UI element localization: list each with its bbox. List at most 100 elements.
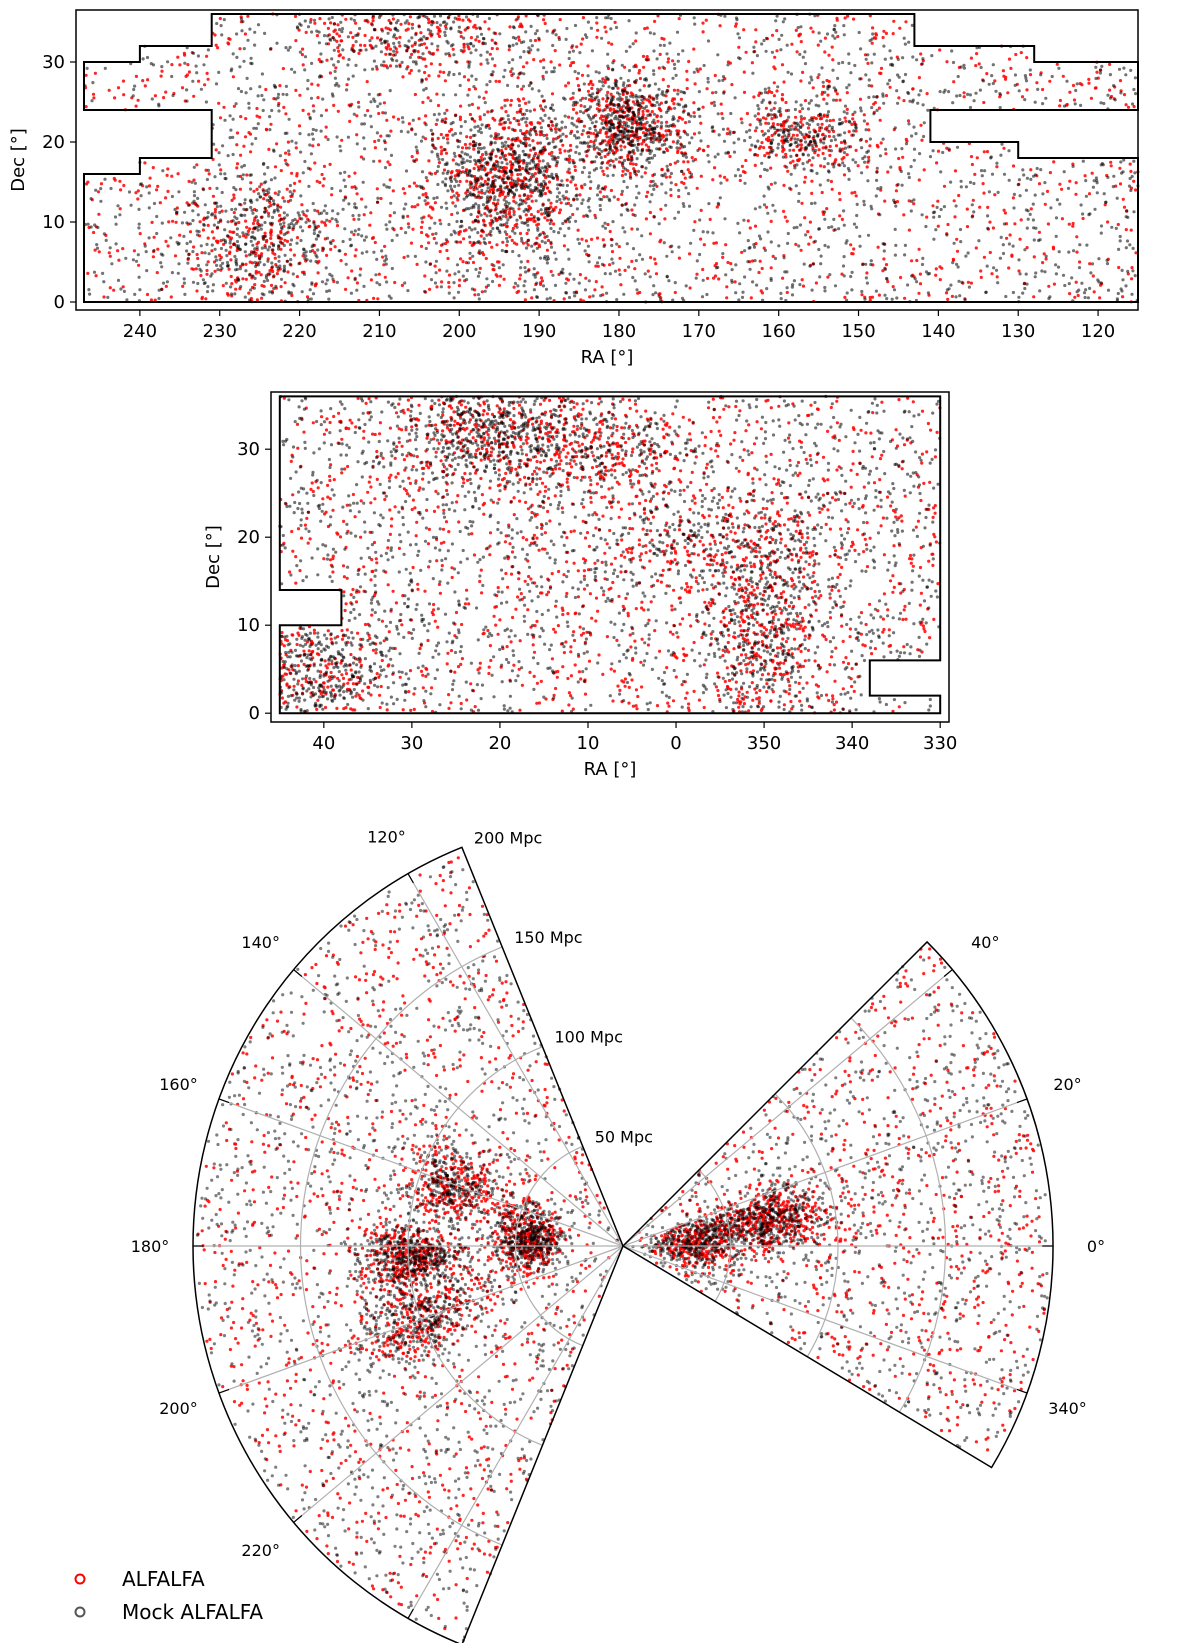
alfalfa-point — [642, 66, 645, 69]
alfalfa-point — [796, 159, 799, 162]
mock-point — [992, 63, 995, 66]
alfalfa-point — [1004, 78, 1007, 81]
alfalfa-point — [1060, 188, 1063, 191]
mock-point — [896, 73, 899, 76]
alfalfa-point — [806, 230, 809, 233]
alfalfa-point — [102, 295, 105, 298]
mock-point — [207, 211, 210, 214]
mock-point — [915, 58, 918, 61]
alfalfa-point — [445, 134, 448, 137]
mock-point — [768, 101, 771, 104]
mock-point — [675, 146, 678, 149]
alfalfa-point — [195, 289, 198, 292]
alfalfa-point — [410, 242, 413, 245]
mock-point — [778, 38, 781, 41]
alfalfa-point — [387, 43, 390, 46]
mock-point — [1041, 192, 1044, 195]
alfalfa-point — [902, 213, 905, 216]
mock-point — [1095, 179, 1098, 182]
mock-point — [312, 138, 315, 141]
mock-point — [748, 246, 751, 249]
mock-point — [699, 139, 702, 142]
alfalfa-point — [580, 238, 583, 241]
mock-point — [474, 268, 477, 271]
mock-point — [540, 126, 543, 129]
mock-point — [724, 273, 727, 276]
mock-point — [541, 119, 544, 122]
mock-point — [507, 114, 510, 117]
alfalfa-point — [459, 180, 462, 183]
mock-point — [337, 60, 340, 63]
mock-point — [875, 194, 878, 197]
mock-point — [198, 268, 201, 271]
mock-point — [501, 117, 504, 120]
mock-point — [1026, 177, 1029, 180]
alfalfa-point — [686, 160, 689, 163]
alfalfa-point — [438, 161, 441, 164]
mock-point — [849, 71, 852, 74]
mock-point — [546, 30, 549, 33]
alfalfa-point — [544, 192, 547, 195]
alfalfa-point — [775, 29, 778, 32]
mock-point — [866, 282, 869, 285]
alfalfa-point — [996, 275, 999, 278]
alfalfa-point — [416, 203, 419, 206]
mock-point — [986, 227, 989, 230]
alfalfa-point — [803, 181, 806, 184]
mock-point — [977, 239, 980, 242]
mock-point — [365, 19, 368, 22]
mock-point — [1025, 273, 1028, 276]
mock-point — [437, 165, 440, 168]
mock-point — [672, 115, 675, 118]
mock-point — [277, 193, 280, 196]
alfalfa-point — [189, 230, 192, 233]
mock-point — [365, 235, 368, 238]
mock-point — [213, 224, 216, 227]
mock-point — [457, 145, 460, 148]
alfalfa-point — [434, 265, 437, 268]
mock-point — [960, 281, 963, 284]
mock-point — [1034, 194, 1037, 197]
mock-point — [801, 162, 804, 165]
alfalfa-point — [1119, 182, 1122, 185]
mock-point — [609, 164, 612, 167]
alfalfa-point — [324, 135, 327, 138]
alfalfa-point — [340, 139, 343, 142]
mock-point — [459, 84, 462, 87]
mock-point — [831, 128, 834, 131]
alfalfa-point — [784, 216, 787, 219]
alfalfa-point — [550, 151, 553, 154]
mock-point — [404, 231, 407, 234]
alfalfa-point — [666, 149, 669, 152]
alfalfa-point — [476, 215, 479, 218]
alfalfa-point — [878, 294, 881, 297]
mock-point — [467, 261, 470, 264]
mock-point — [1083, 291, 1086, 294]
mock-point — [283, 211, 286, 214]
mock-point — [851, 271, 854, 274]
mock-point — [175, 211, 178, 214]
mock-point — [299, 151, 302, 154]
alfalfa-point — [1029, 73, 1032, 76]
mock-point — [99, 187, 102, 190]
alfalfa-point — [529, 218, 532, 221]
mock-point — [741, 296, 744, 299]
mock-point — [344, 185, 347, 188]
alfalfa-point — [743, 91, 746, 94]
mock-point — [860, 138, 863, 141]
mock-point — [717, 153, 720, 156]
mock-point — [483, 237, 486, 240]
alfalfa-point — [686, 87, 689, 90]
mock-point — [407, 46, 410, 49]
mock-point — [372, 251, 375, 254]
mock-point — [610, 244, 613, 247]
alfalfa-point — [642, 55, 645, 58]
mock-point — [496, 199, 499, 202]
mock-point — [915, 280, 918, 283]
alfalfa-point — [546, 186, 549, 189]
alfalfa-point — [859, 98, 862, 101]
alfalfa-point — [156, 185, 159, 188]
mock-point — [211, 212, 214, 215]
mock-point — [1070, 276, 1073, 279]
mock-point — [622, 141, 625, 144]
